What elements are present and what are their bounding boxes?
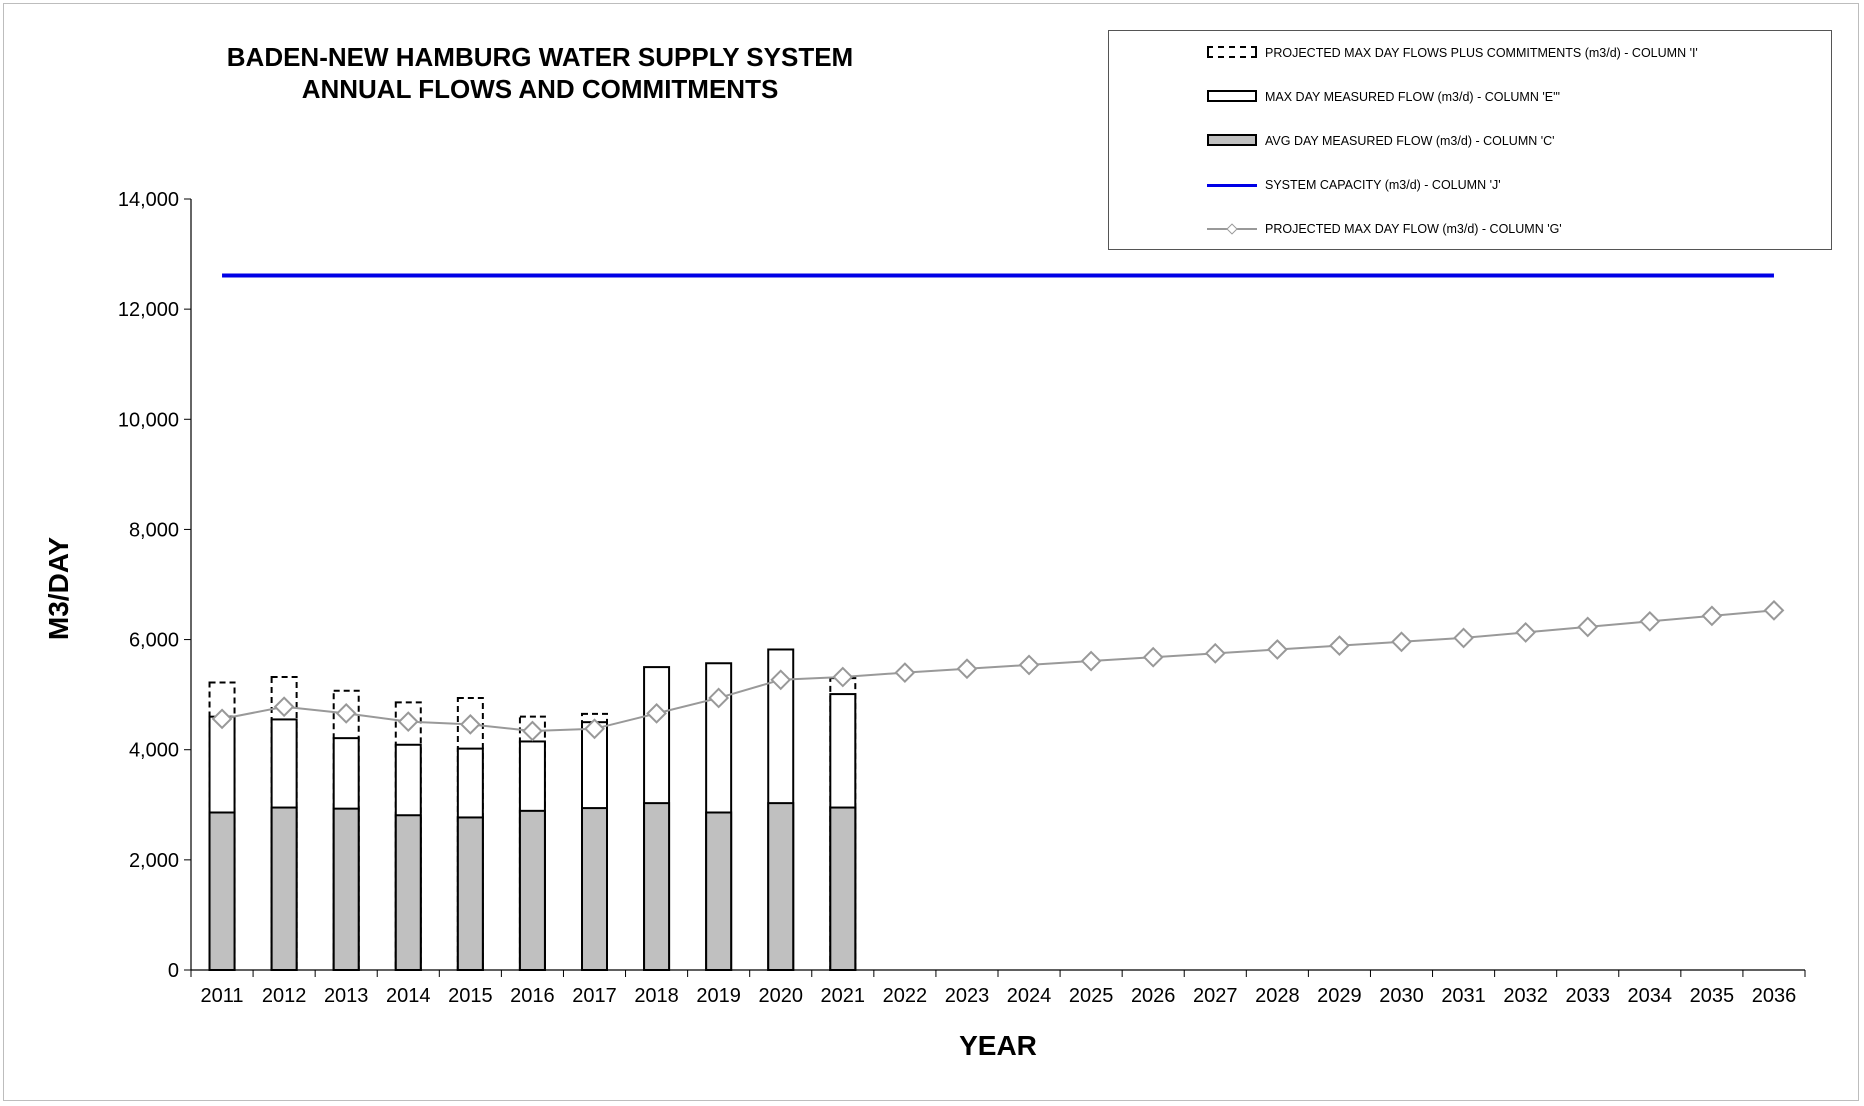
bar-avg-day-measured: [767, 802, 795, 971]
bar-avg-day-measured: [270, 806, 298, 972]
legend-item-avg-day-measured: AVG DAY MEASURED FLOW (m3/d) - COLUMN 'C…: [1207, 131, 1555, 151]
legend-swatch-gray-marker-line: [1207, 222, 1257, 236]
legend-item-max-day-measured: MAX DAY MEASURED FLOW (m3/d) - COLUMN 'E…: [1207, 87, 1560, 107]
legend-item-projected-plus-commitments: PROJECTED MAX DAY FLOWS PLUS COMMITMENTS…: [1207, 43, 1698, 63]
marker-projected-max-day: [646, 702, 667, 724]
x-tick-label: 2036: [1752, 985, 1797, 1007]
x-tick-label: 2033: [1565, 985, 1610, 1007]
x-tick-label: 2022: [883, 985, 928, 1007]
marker-projected-max-day: [584, 718, 605, 740]
bar-avg-day-measured: [208, 811, 236, 972]
marker-projected-max-day: [522, 720, 543, 742]
x-tick-label: 2027: [1193, 985, 1238, 1007]
x-tick-label: 2018: [634, 985, 679, 1007]
x-tick-label: 2012: [262, 985, 307, 1007]
x-tick-label: 2031: [1441, 985, 1486, 1007]
legend-label: PROJECTED MAX DAY FLOW (m3/d) - COLUMN '…: [1265, 222, 1562, 236]
x-tick-label: 2011: [201, 985, 244, 1007]
x-tick-label: 2028: [1255, 985, 1300, 1007]
marker-projected-max-day: [1763, 599, 1785, 621]
legend-swatch-gray-bar: [1207, 134, 1257, 148]
x-tick-label: 2014: [386, 985, 431, 1007]
y-tick-label: 4,000: [129, 740, 179, 762]
y-tick-label: 14,000: [118, 189, 179, 211]
marker-projected-max-day: [1515, 621, 1537, 643]
bar-avg-day-measured: [518, 809, 546, 971]
y-tick-label: 12,000: [118, 299, 179, 321]
y-tick-label: 6,000: [129, 630, 179, 652]
marker-projected-max-day: [708, 687, 730, 709]
chart-title-line-2: ANNUAL FLOWS AND COMMITMENTS: [301, 74, 779, 104]
legend-item-system-capacity: SYSTEM CAPACITY (m3/d) - COLUMN 'J': [1207, 175, 1501, 195]
bar-avg-day-measured: [332, 807, 360, 971]
marker-projected-max-day: [1577, 616, 1599, 638]
x-tick-label: 2019: [696, 985, 741, 1007]
x-tick-label: 2030: [1379, 985, 1424, 1007]
legend-swatch-dashed-bar: [1207, 46, 1257, 60]
marker-projected-max-day: [1142, 646, 1164, 668]
y-tick-label: 10,000: [118, 409, 179, 431]
legend-label: MAX DAY MEASURED FLOW (m3/d) - COLUMN 'E…: [1265, 90, 1560, 104]
marker-projected-max-day: [335, 702, 357, 724]
marker-projected-max-day: [1639, 610, 1661, 632]
y-axis-label: M3/DAY: [43, 537, 74, 641]
x-tick-label: 2020: [758, 985, 803, 1007]
bar-avg-day-measured: [456, 816, 484, 971]
y-tick-label: 0: [168, 960, 179, 982]
y-tick-label: 8,000: [129, 519, 179, 541]
x-axis-label: YEAR: [959, 1030, 1037, 1061]
legend-item-projected-max-day: PROJECTED MAX DAY FLOW (m3/d) - COLUMN '…: [1207, 219, 1562, 239]
marker-projected-max-day: [1701, 605, 1723, 627]
marker-projected-max-day: [770, 669, 792, 691]
bar-avg-day-measured: [581, 807, 608, 972]
bar-avg-day-measured: [394, 814, 422, 971]
y-tick-label: 2,000: [129, 850, 179, 872]
x-tick-label: 2013: [324, 985, 369, 1007]
x-tick-label: 2017: [572, 985, 617, 1007]
bar-avg-day-measured: [643, 802, 671, 971]
x-tick-label: 2032: [1503, 985, 1548, 1007]
x-tick-label: 2034: [1628, 985, 1673, 1007]
marker-projected-max-day: [1329, 635, 1350, 657]
marker-projected-max-day: [956, 658, 978, 680]
marker-projected-max-day: [1453, 627, 1474, 649]
marker-projected-max-day: [1080, 650, 1102, 672]
bar-avg-day-measured: [829, 806, 857, 972]
marker-projected-max-day: [1266, 639, 1288, 660]
marker-projected-max-day: [459, 713, 481, 735]
x-tick-label: 2026: [1131, 985, 1176, 1007]
legend-label: SYSTEM CAPACITY (m3/d) - COLUMN 'J': [1265, 178, 1501, 192]
x-tick-label: 2021: [821, 985, 866, 1007]
x-tick-label: 2016: [510, 985, 555, 1007]
legend-swatch-white-bar: [1207, 90, 1257, 104]
x-tick-label: 2029: [1317, 985, 1362, 1007]
legend-label: AVG DAY MEASURED FLOW (m3/d) - COLUMN 'C…: [1265, 134, 1555, 148]
legend-label: PROJECTED MAX DAY FLOWS PLUS COMMITMENTS…: [1265, 46, 1698, 60]
x-tick-label: 2035: [1690, 985, 1735, 1007]
marker-projected-max-day: [397, 711, 419, 733]
marker-projected-max-day: [211, 708, 233, 730]
x-tick-label: 2023: [945, 985, 990, 1007]
marker-projected-max-day: [832, 666, 854, 688]
marker-projected-max-day: [273, 696, 295, 718]
marker-projected-max-day: [1204, 642, 1226, 664]
legend-swatch-blue-line: [1207, 178, 1257, 192]
chart-title-line-1: BADEN-NEW HAMBURG WATER SUPPLY SYSTEM: [226, 42, 854, 72]
x-tick-label: 2015: [448, 985, 493, 1007]
x-tick-label: 2024: [1007, 985, 1052, 1007]
bar-avg-day-measured: [705, 811, 733, 972]
chart-legend: PROJECTED MAX DAY FLOWS PLUS COMMITMENTS…: [1108, 30, 1832, 250]
x-tick-label: 2025: [1069, 985, 1114, 1007]
marker-projected-max-day: [1018, 654, 1040, 676]
marker-projected-max-day: [894, 662, 916, 684]
line-projected-max-day: [221, 609, 1775, 732]
marker-projected-max-day: [1391, 631, 1412, 653]
chart-frame: [3, 3, 1859, 1101]
